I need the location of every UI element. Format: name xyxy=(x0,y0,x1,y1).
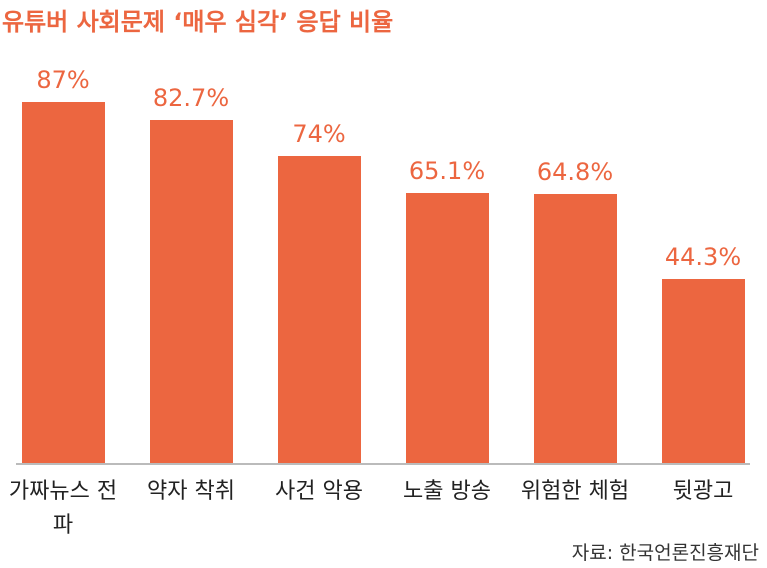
value-label: 82.7% xyxy=(152,83,230,112)
x-tick-label: 약자 착취 xyxy=(147,479,235,504)
x-tick-label: 사건 악용 xyxy=(275,479,363,504)
bar xyxy=(149,119,233,463)
value-label: 64.8% xyxy=(536,158,614,187)
chart-title: 유튜버 사회문제 ‘매우 심각’ 응답 비율 xyxy=(2,8,394,36)
value-label: 87% xyxy=(36,65,90,94)
value-label: 74% xyxy=(292,119,346,148)
x-tick-label: 위험한 체험 xyxy=(520,479,630,504)
bar xyxy=(661,279,745,463)
bar xyxy=(21,101,105,463)
bar xyxy=(277,155,361,463)
source: 자료: 한국언론진흥재단 xyxy=(571,542,759,564)
bar xyxy=(405,192,489,463)
value-label: 44.3% xyxy=(664,243,742,272)
bar xyxy=(533,194,617,463)
x-tick-label: 노출 방송 xyxy=(403,479,491,504)
x-tick-label: 뒷광고 xyxy=(672,479,734,504)
baseline xyxy=(16,463,750,465)
value-label: 65.1% xyxy=(408,156,486,185)
x-tick-label: 가짜뉴스 전파 xyxy=(8,479,118,538)
